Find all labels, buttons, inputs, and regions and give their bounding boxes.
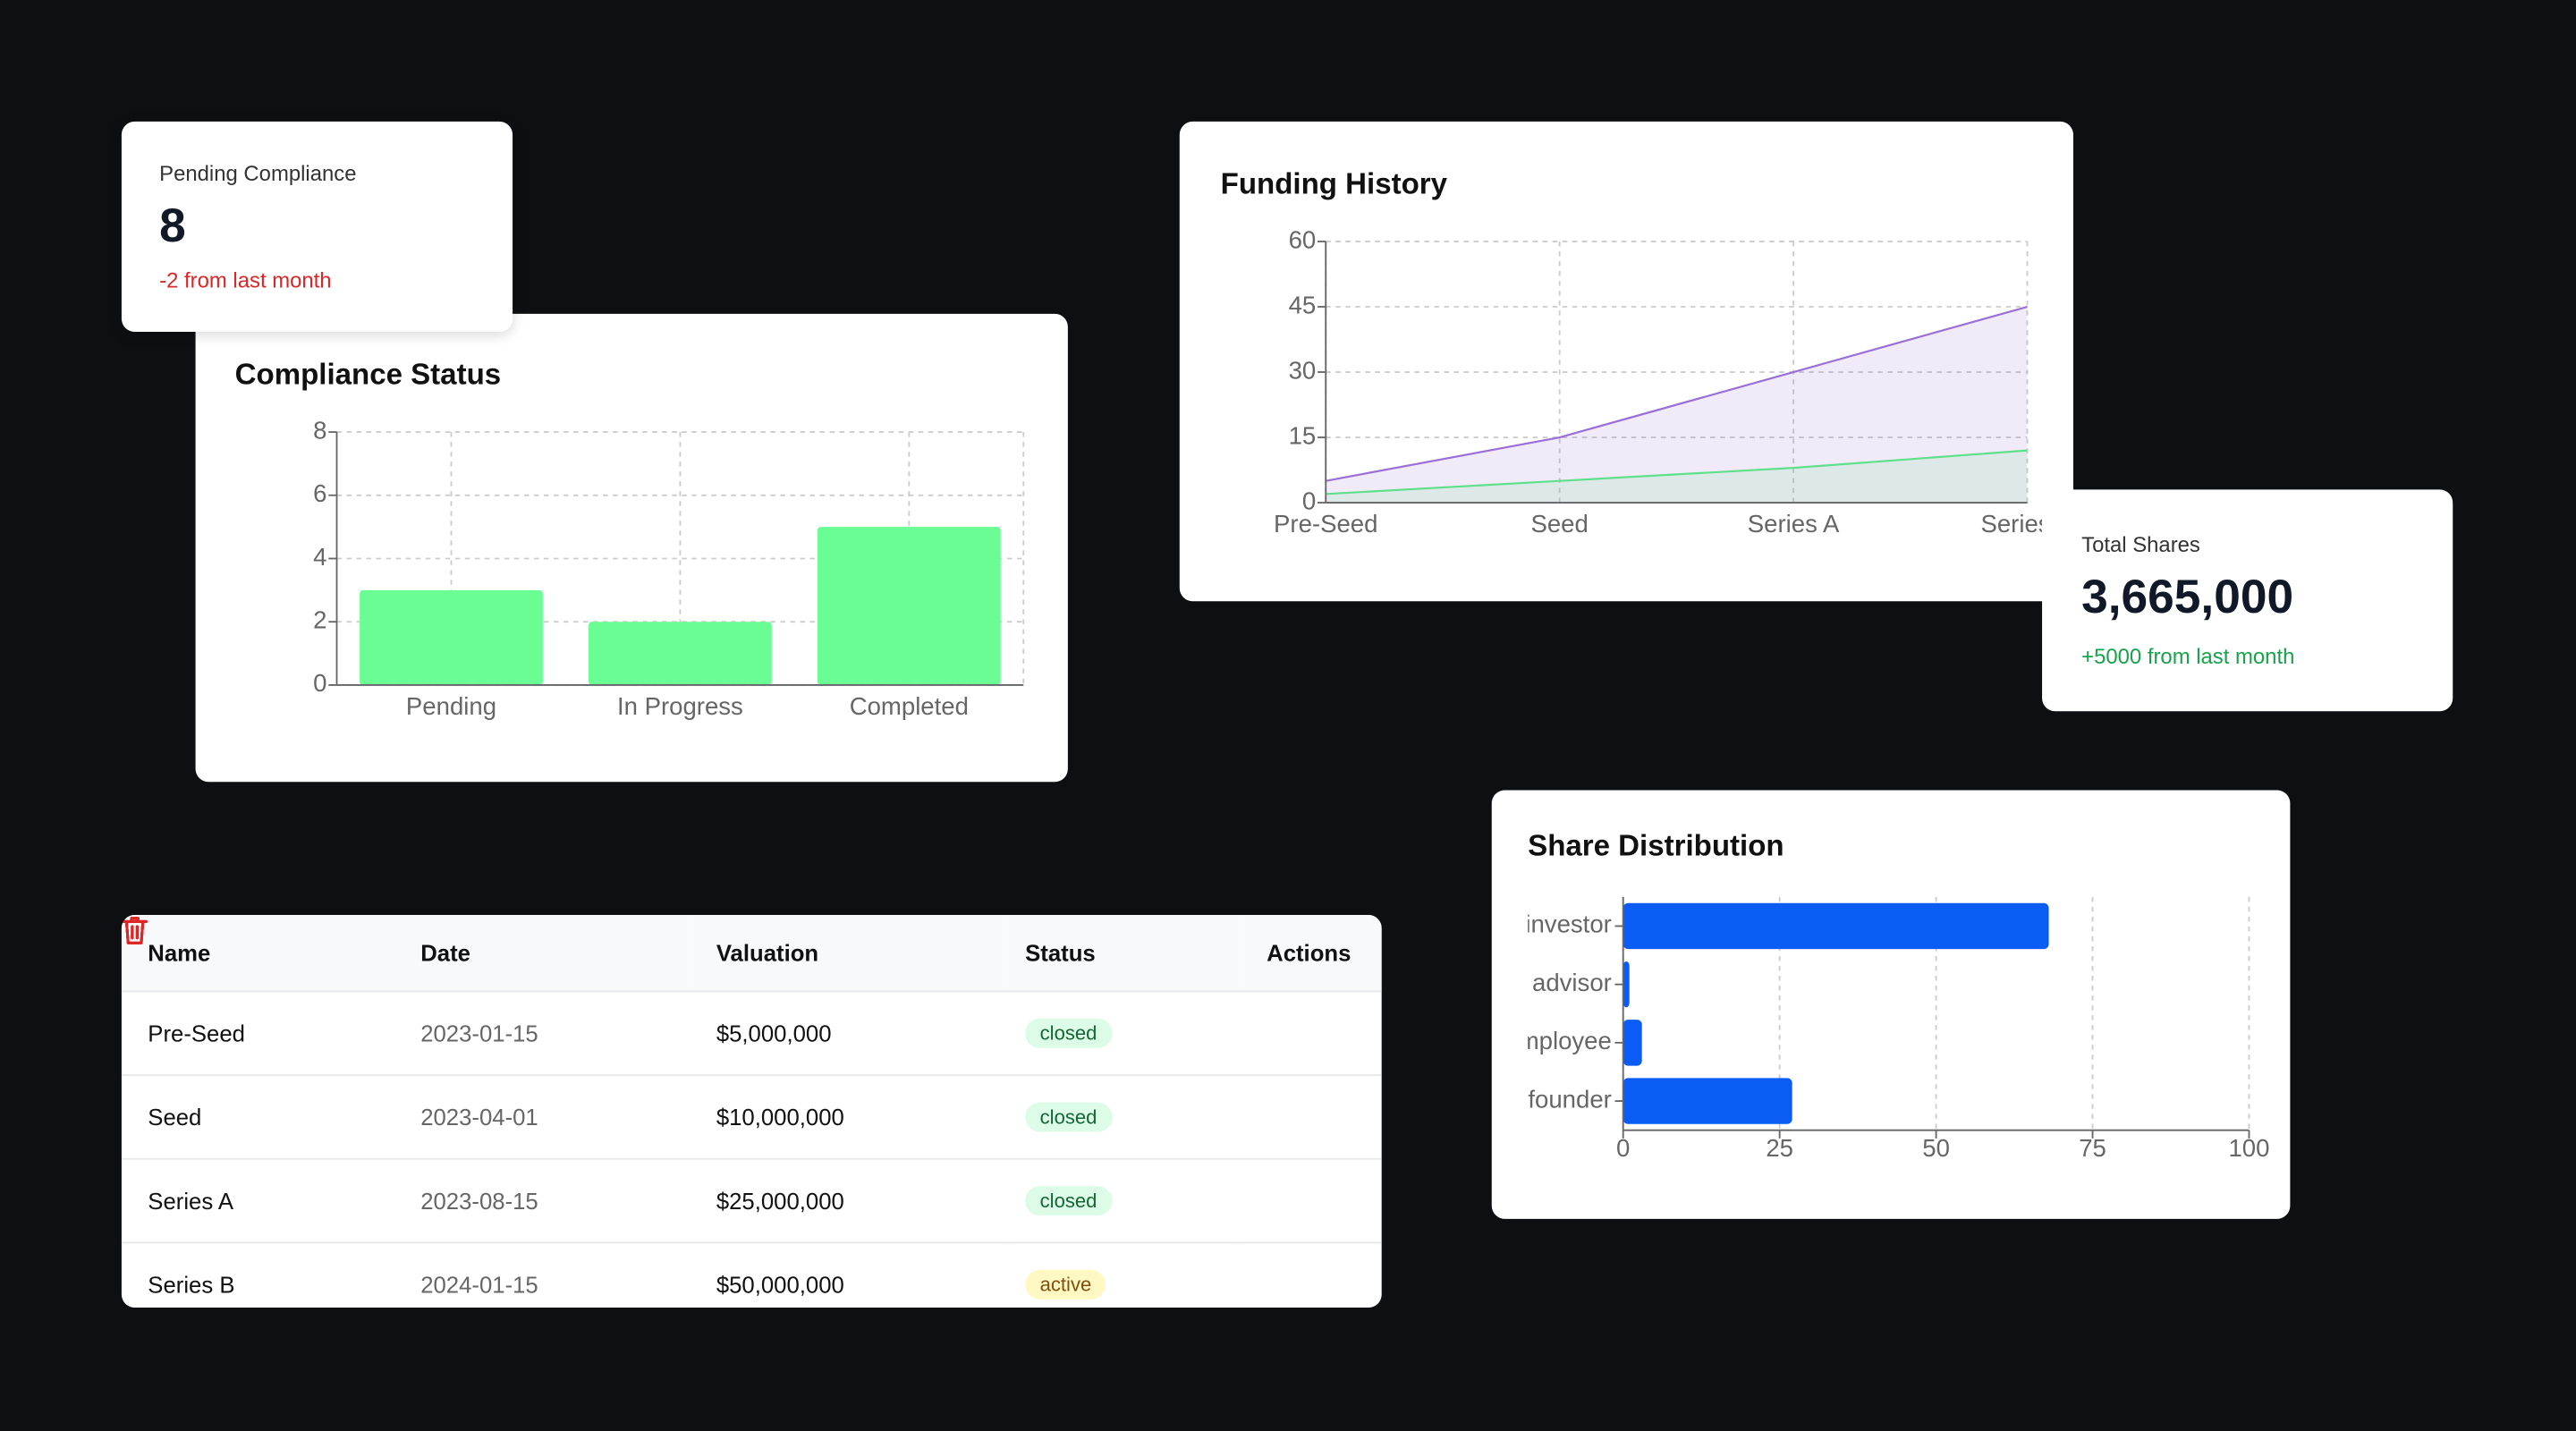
bar [1623,961,1630,1008]
funding-table-card: Name Date Valuation Status Actions Pre-Seed 2… [121,915,1382,1308]
y-tick-label: employee [1504,1027,1611,1054]
funding-card: Funding History 0 15 30 45 60 Pre-Seed Seed Ser… [1179,121,2073,602]
column-header: Status [1002,915,1244,993]
funding-table: Name Date Valuation Status Actions Pre-Seed 2… [121,915,1382,1308]
actions-cell [122,917,1381,1308]
table-cell: closed [1002,1158,1244,1244]
y-tick-label: founder [1528,1085,1611,1113]
share-chart: Share Distribution 0 25 50 75 100 investor adv… [1504,829,2269,1162]
line [1326,305,2028,482]
x-tick-label: 100 [2228,1134,2269,1162]
x-tick-label: Pending [406,692,496,720]
stat-label: Total Shares [2081,532,2200,557]
y-tick-label: 4 [313,543,326,571]
table-cell: Series A [121,1158,398,1244]
bar [360,589,543,685]
chart-title: Funding History [1221,167,1448,200]
x-tick-label: Pre-Seed [1274,510,1377,538]
share-card: Share Distribution 0 25 50 75 100 investor adv… [1491,790,2291,1219]
bar [817,527,1001,685]
column-header: Actions [1243,915,1382,993]
bar [1623,902,2049,950]
status-badge: closed [1025,1018,1112,1048]
table-body: Pre-Seed 2023-01-15 $5,000,000 closed Seed 20… [121,917,1382,1308]
actions-cell [122,917,1382,1160]
y-tick-label: 8 [313,416,326,444]
stat-change: -2 from last month [159,267,332,292]
table-cell: closed [1002,991,1244,1077]
x-tick-label: 75 [2079,1134,2106,1162]
y-tick-label: 0 [1302,487,1316,514]
column-header: Date [397,915,694,993]
actions-cell [122,917,1382,1077]
y-tick-label: 30 [1289,356,1317,384]
x-tick-label: Seed [1530,510,1588,538]
funding-chart: Funding History 0 15 30 45 60 Pre-Seed Seed Ser… [1221,167,2073,538]
table-cell: 2023-04-01 [397,1075,694,1160]
table-cell: Seed [121,1075,398,1160]
status-badge: closed [1025,1102,1112,1132]
stat-label: Pending Compliance [159,160,357,186]
table-cell: 2023-01-15 [397,991,694,1077]
x-tick-label: 25 [1766,1134,1793,1162]
actions-cell [122,917,1382,1244]
table-row: Seed 2023-04-01 $10,000,000 closed [121,917,1382,1160]
x-tick-label: Completed [850,692,969,720]
table-header: Name Date Valuation Status Actions [121,915,1382,993]
bar [1623,1020,1642,1066]
y-tick-label: 6 [313,479,326,507]
x-tick-label: In Progress [617,692,743,720]
line [1326,449,2028,495]
table-cell: $5,000,000 [693,991,1003,1077]
status-badge: closed [1025,1186,1112,1216]
table-cell: 2023-08-15 [397,1158,694,1244]
table-cell: Pre-Seed [121,991,398,1077]
pending-card: Pending Compliance 8 -2 from last month [121,121,513,333]
bar [1623,1078,1792,1124]
x-tick-label: Series A [1748,510,1840,538]
compliance-chart: Compliance Status 0 2 4 6 8 Pending In Progres… [235,358,1025,720]
table-cell: $25,000,000 [693,1158,1003,1244]
table-row: Series A 2023-08-15 $25,000,000 closed [121,917,1382,1244]
chart-title: Share Distribution [1528,829,1784,862]
delete-button[interactable] [122,915,148,944]
y-tick-label: 60 [1289,225,1317,253]
y-tick-label: 0 [313,669,326,697]
table-cell: $10,000,000 [693,1075,1003,1160]
table-cell: closed [1002,1075,1244,1160]
y-tick-label: 45 [1289,291,1317,318]
y-tick-label: advisor [1532,969,1612,996]
chart-title: Compliance Status [235,358,501,391]
table-cell: active [1002,1242,1243,1308]
shares-card: Total Shares 3,665,000 +5000 from last m… [2042,489,2453,712]
table-row: Pre-Seed 2023-01-15 $5,000,000 closed [121,917,1382,1077]
y-tick-label: 15 [1289,421,1317,449]
table-cell: Series B [148,1271,235,1299]
stat-value: 3,665,000 [2081,572,2294,624]
y-tick-label: investor [1525,910,1611,938]
x-tick-label: 0 [1616,1134,1630,1162]
column-header: Valuation [693,915,1003,993]
compliance-card: Compliance Status 0 2 4 6 8 Pending In Progres… [195,313,1068,783]
bar [589,622,772,685]
column-header: Name [121,915,398,993]
y-tick-label: 2 [313,605,326,633]
status-badge: active [1025,1269,1106,1300]
table-row: Series B 2024-01-15 $50,000,000 active [122,917,1382,1308]
table-cell: 2024-01-15 [420,1271,538,1299]
stat-value: 8 [159,200,186,253]
stat-change: +5000 from last month [2081,643,2295,669]
table-cell: $50,000,000 [716,1271,844,1299]
x-tick-label: 50 [1922,1134,1950,1162]
